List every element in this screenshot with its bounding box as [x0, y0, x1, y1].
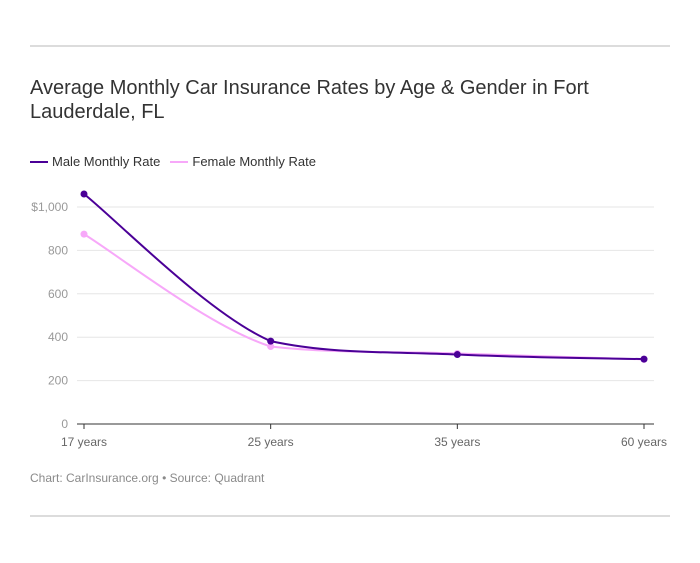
- footer-separator: •: [162, 471, 167, 485]
- chart-credit: Chart: CarInsurance.org: [30, 471, 159, 485]
- data-point-female: [80, 230, 88, 238]
- top-divider: [30, 45, 670, 47]
- legend-label-female: Female Monthly Rate: [192, 154, 316, 169]
- chart-footer: Chart: CarInsurance.org • Source: Quadra…: [30, 471, 264, 485]
- legend-item-male[interactable]: Male Monthly Rate: [30, 154, 160, 169]
- data-point-female: [267, 343, 275, 351]
- y-tick-label: 200: [48, 374, 68, 388]
- y-tick-label: 800: [48, 243, 68, 257]
- data-point-male: [267, 337, 275, 345]
- x-axis-ticks: 17 years 25 years 35 years 60 years: [61, 424, 667, 449]
- legend-swatch-male: [30, 160, 48, 163]
- data-point-male: [640, 355, 648, 363]
- chart-legend: Male Monthly Rate Female Monthly Rate: [30, 154, 326, 169]
- data-point-male: [453, 351, 461, 359]
- y-tick-label: 600: [48, 287, 68, 301]
- x-tick-label: 17 years: [61, 435, 107, 449]
- gridlines: [77, 206, 654, 382]
- y-axis-ticks: 0 200 400 600 800 $1,000: [31, 200, 68, 431]
- x-tick-label: 60 years: [621, 435, 667, 449]
- y-tick-label: 0: [61, 417, 68, 431]
- y-tick-label: 400: [48, 330, 68, 344]
- series-line-male: [83, 192, 645, 361]
- legend-item-female[interactable]: Female Monthly Rate: [170, 154, 316, 169]
- series-line-female: [83, 233, 645, 361]
- bottom-divider: [30, 515, 670, 517]
- legend-label-male: Male Monthly Rate: [52, 154, 161, 169]
- data-point-male: [80, 190, 88, 198]
- y-tick-label: $1,000: [31, 200, 68, 214]
- series-lines: [83, 192, 645, 361]
- x-tick-label: 35 years: [434, 435, 480, 449]
- chart-source: Source: Quadrant: [169, 471, 265, 485]
- legend-swatch-female: [170, 160, 189, 163]
- series-points: [80, 190, 648, 363]
- x-tick-label: 25 years: [248, 435, 294, 449]
- chart-title: Average Monthly Car Insurance Rates by A…: [30, 77, 589, 123]
